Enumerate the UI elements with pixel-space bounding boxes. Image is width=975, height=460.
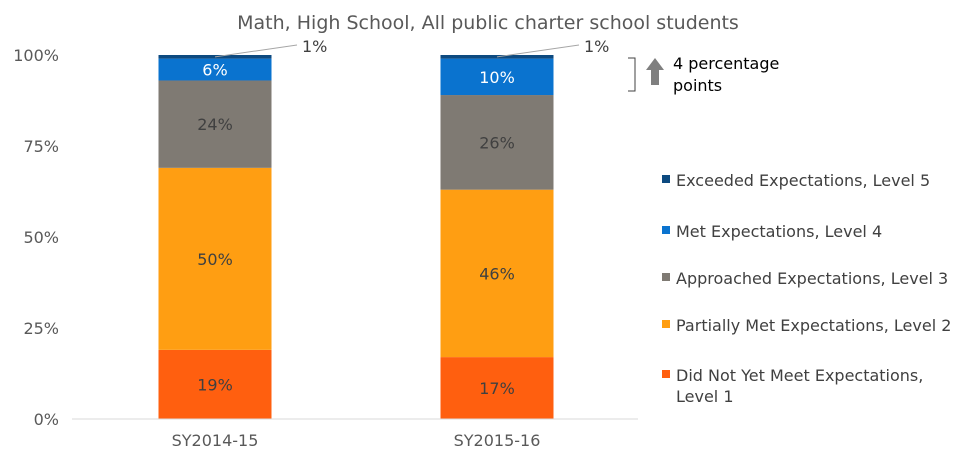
legend-swatch — [662, 370, 670, 378]
bar-segment — [440, 95, 554, 190]
up-arrow-icon — [646, 58, 664, 85]
annotation-line-1: 4 percentage — [673, 54, 779, 73]
data-label: 24% — [197, 115, 233, 134]
legend-label: Approached Expectations, Level 3 — [676, 269, 948, 288]
legend-label: Partially Met Expectations, Level 2 — [676, 316, 951, 335]
data-label: 10% — [479, 68, 515, 87]
data-label: 50% — [197, 250, 233, 269]
data-label: 1% — [584, 37, 609, 56]
y-tick-label: 100% — [13, 46, 59, 65]
y-tick-label: 25% — [23, 319, 59, 338]
legend-label: Met Expectations, Level 4 — [676, 222, 882, 241]
annotation-line-2: points — [673, 76, 722, 95]
legend-swatch — [662, 175, 670, 183]
legend-swatch — [662, 320, 670, 328]
bracket — [628, 57, 636, 92]
data-label: 46% — [479, 264, 515, 283]
data-label: 6% — [202, 61, 227, 80]
bar-segment — [440, 357, 554, 419]
data-label: 26% — [479, 133, 515, 152]
y-tick-label: 75% — [23, 137, 59, 156]
chart-title: Math, High School, All public charter sc… — [237, 12, 739, 34]
legend-label: Did Not Yet Meet Expectations, Level 1 — [676, 366, 923, 406]
y-tick-label: 50% — [23, 228, 59, 247]
legend-label: Exceeded Expectations, Level 5 — [676, 171, 930, 190]
bar-segment — [440, 58, 554, 96]
data-label: 17% — [479, 379, 515, 398]
data-label: 19% — [197, 375, 233, 394]
x-tick-label: SY2014-15 — [172, 431, 259, 450]
legend-swatch — [662, 226, 670, 234]
x-tick-label: SY2015-16 — [454, 431, 541, 450]
callout-leader-line — [496, 44, 580, 58]
legend-swatch — [662, 273, 670, 281]
callout-leader-line — [214, 44, 298, 58]
bar-segment — [440, 189, 554, 358]
y-tick-label: 0% — [34, 410, 59, 429]
data-label: 1% — [302, 37, 327, 56]
bar-segment — [158, 58, 272, 81]
bar-segment — [158, 80, 272, 168]
bar-segment — [158, 349, 272, 419]
bar-segment — [158, 167, 272, 350]
